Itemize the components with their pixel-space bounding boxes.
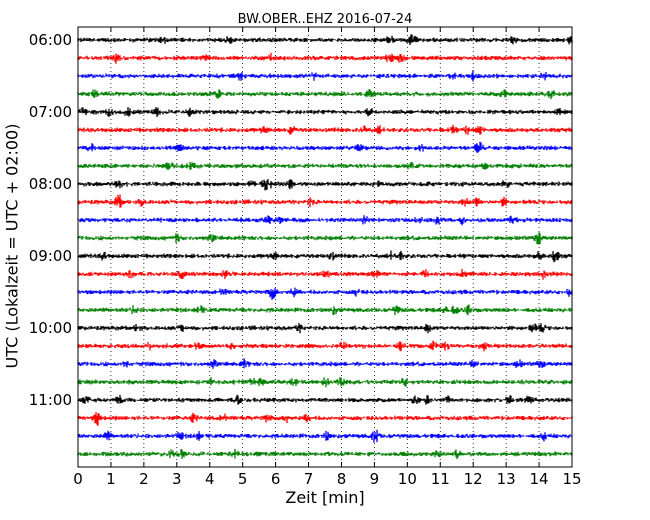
seismogram-trace	[77, 70, 573, 82]
seismogram-trace	[77, 141, 573, 153]
x-tick-label: 1	[106, 470, 116, 488]
x-tick-label: 14	[530, 470, 549, 488]
seismogram-trace	[77, 269, 573, 280]
seismogram-trace	[77, 429, 573, 443]
seismogram-trace	[77, 52, 573, 64]
seismogram-trace	[77, 215, 573, 226]
seismogram-trace	[77, 448, 573, 460]
x-tick-label: 11	[431, 470, 450, 488]
seismogram-trace	[77, 34, 573, 45]
x-tick-label: 9	[370, 470, 380, 488]
x-tick-label: 5	[238, 470, 248, 488]
seismogram-trace	[77, 250, 573, 263]
x-tick-label: 3	[172, 470, 182, 488]
seismogram-trace	[77, 394, 573, 405]
seismogram-trace	[77, 340, 573, 352]
seismogram-trace	[77, 89, 573, 100]
seismogram-trace	[77, 412, 573, 426]
plot-frame	[77, 26, 573, 468]
seismogram-trace	[77, 194, 573, 208]
seismogram-trace	[77, 179, 573, 191]
x-tick-label: 15	[562, 470, 581, 488]
x-tick-label: 8	[337, 470, 347, 488]
y-tick-label: 08:00	[29, 175, 72, 193]
x-tick-label: 13	[497, 470, 516, 488]
seismogram-trace	[77, 287, 573, 300]
chart-title: BW.OBER..EHZ 2016-07-24	[237, 12, 413, 27]
x-tick-label: 6	[271, 470, 281, 488]
seismogram-trace	[77, 304, 573, 316]
seismogram-trace	[77, 107, 573, 117]
seismogram-trace	[77, 323, 573, 334]
seismogram-trace	[77, 124, 573, 135]
x-tick-label: 12	[464, 470, 483, 488]
y-tick-label: 11:00	[29, 391, 72, 409]
x-tick-label: 4	[205, 470, 215, 488]
y-tick-label: 07:00	[29, 103, 72, 121]
x-tick-label: 10	[398, 470, 417, 488]
x-axis-label: Zeit [min]	[285, 488, 365, 507]
x-tick-label: 7	[304, 470, 314, 488]
y-axis-label: UTC (Lokalzeit = UTC + 02:00)	[2, 123, 22, 369]
seismogram-trace	[77, 161, 573, 171]
seismogram-trace	[77, 377, 573, 388]
seismogram-trace	[77, 358, 573, 369]
seismogram-trace	[77, 232, 573, 245]
x-tick-label: 0	[73, 470, 83, 488]
y-tick-label: 09:00	[29, 247, 72, 265]
y-tick-label: 10:00	[29, 319, 72, 337]
y-tick-label: 06:00	[29, 31, 72, 49]
x-tick-label: 2	[139, 470, 149, 488]
